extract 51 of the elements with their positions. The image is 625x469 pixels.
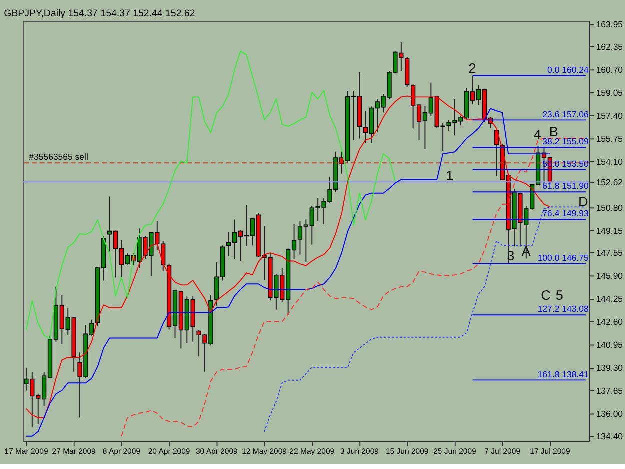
y-tick-label: 152.62 bbox=[596, 177, 624, 188]
ref-line-label: #35563565 sell bbox=[29, 152, 88, 162]
y-tick-label: 144.25 bbox=[596, 294, 624, 304]
y-tick-label: 139.30 bbox=[596, 363, 624, 374]
y-tick-label: 150.80 bbox=[596, 202, 624, 213]
x-tick-label: 20 Apr 2009 bbox=[148, 447, 190, 456]
x-tick-label: 3 Jun 2009 bbox=[340, 447, 379, 456]
y-tick-label: 145.90 bbox=[596, 271, 624, 282]
y-tick-label: 147.55 bbox=[596, 248, 624, 258]
y-tick-label: 134.40 bbox=[596, 432, 624, 442]
y-tick-label: 162.35 bbox=[596, 42, 624, 52]
x-tick-label: 17 Mar 2009 bbox=[4, 447, 48, 456]
series-label: 61.8 151.90 bbox=[542, 181, 589, 192]
y-tick-label: 160.70 bbox=[596, 64, 624, 75]
line-series bbox=[26, 50, 396, 340]
series-label: 38.2 155.09 bbox=[542, 136, 589, 147]
chart-title: GBPJPY,Daily 154.37 154.37 152.44 152.62 bbox=[4, 8, 196, 20]
y-tick-label: 155.75 bbox=[596, 134, 624, 144]
x-tick-label: 12 May 2009 bbox=[242, 447, 287, 456]
annotation: 1 bbox=[446, 168, 454, 184]
annotation: C bbox=[541, 288, 552, 303]
series-label: 127.2 143.08 bbox=[538, 304, 589, 314]
y-tick-label: 142.60 bbox=[596, 317, 624, 328]
y-tick-label: 159.05 bbox=[596, 88, 624, 98]
line-series bbox=[121, 138, 586, 437]
annotation: 5 bbox=[556, 288, 564, 303]
y-tick-label: 136.00 bbox=[596, 409, 624, 420]
y-tick-label: 140.95 bbox=[596, 340, 624, 350]
annotation: 4 bbox=[534, 128, 542, 143]
series-label: 0.0 160.24 bbox=[548, 64, 589, 75]
annotation: D bbox=[578, 194, 588, 210]
x-tick-label: 30 Apr 2009 bbox=[196, 447, 238, 456]
candlestick bbox=[494, 128, 499, 177]
series-label: 76.4 149.93 bbox=[542, 208, 589, 219]
x-tick-label: 8 Apr 2009 bbox=[102, 447, 140, 456]
series-label: 100.0 146.75 bbox=[538, 253, 589, 264]
x-tick-label: 17 Jul 2009 bbox=[530, 447, 570, 456]
x-tick-label: 7 Jul 2009 bbox=[484, 447, 521, 456]
y-tick-label: 154.10 bbox=[596, 156, 624, 167]
x-tick-label: 15 Jun 2009 bbox=[386, 447, 429, 456]
line-series bbox=[264, 206, 586, 432]
y-tick-label: 149.15 bbox=[596, 226, 624, 236]
series-label: 161.8 138.41 bbox=[538, 369, 589, 380]
annotation: 2 bbox=[468, 60, 476, 76]
x-tick-label: 22 May 2009 bbox=[290, 447, 335, 456]
x-tick-label: 25 Jun 2009 bbox=[434, 447, 476, 456]
y-tick-label: 163.95 bbox=[596, 20, 624, 30]
x-tick-label: 27 Mar 2009 bbox=[52, 447, 96, 456]
series-label: 23.6 157.06 bbox=[542, 109, 589, 120]
y-tick-label: 137.65 bbox=[596, 386, 624, 396]
y-tick-label: 157.40 bbox=[596, 110, 624, 121]
